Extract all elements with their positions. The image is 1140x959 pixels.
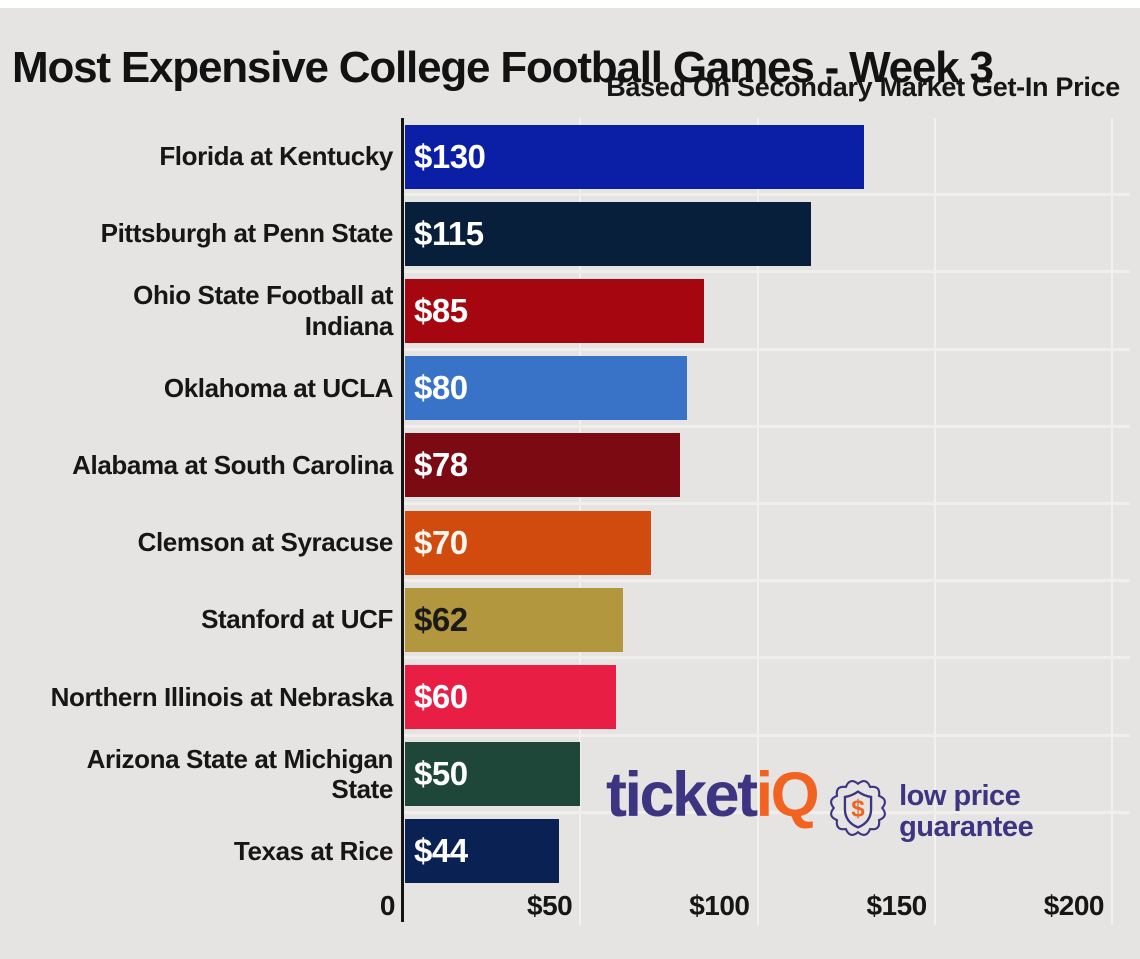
bar-northern-illinois-at-nebraska: $60 [405,664,616,729]
x-tick-label-50: $50 [527,890,573,921]
shield-outline [843,790,873,829]
bar-florida-at-kentucky: $130 [405,124,864,189]
bar-pittsburgh-at-penn-state: $115 [405,201,811,266]
row-separator [401,810,1130,814]
top-white-strip [0,0,1140,8]
bar-value-label: $62 [414,600,468,638]
x-tick-label-0: 0 [379,890,396,921]
category-label: Stanford at UCF [0,581,393,658]
category-label-line: Northern Illinois at Nebraska [50,681,394,712]
category-label: Florida at Kentucky [0,118,393,195]
bar-value-label: $80 [414,369,468,407]
ticketiq-logo: ticketiQ $ low price guarantee [606,764,1034,843]
category-label: Northern Illinois at Nebraska [0,658,394,735]
seal-outline [830,780,887,836]
row-separator [401,656,1130,660]
category-label-line: Alabama at South Carolina [72,450,393,481]
chart-title: Most Expensive College Football Games - … [12,43,994,93]
bar-value-label: $50 [414,755,468,793]
bar-clemson-at-syracuse: $70 [405,510,652,575]
bar-texas-at-rice: $44 [405,819,559,884]
bar-alabama-at-south-carolina: $78 [405,433,680,498]
row-separator [401,270,1130,274]
dollar-seal-badge-icon: $ [830,780,887,836]
bar-value-label: $115 [414,214,484,252]
category-label: Alabama at South Carolina [0,427,393,504]
category-label-line: Arizona State at Michigan [86,743,394,774]
row-separator [401,347,1130,351]
row-separator [401,733,1130,737]
category-label-line: Oklahoma at UCLA [163,372,393,403]
row-separator [401,424,1130,428]
category-label: Oklahoma at UCLA [0,350,393,427]
bar-stanford-at-ucf: $62 [405,587,623,652]
category-label-line: Pittsburgh at Penn State [100,218,394,249]
gridline-200 [1111,118,1113,925]
tagline-line2: guarantee [899,810,1034,843]
row-separator [401,579,1130,583]
brand-ticket-text: ticket [606,760,758,830]
category-label-line: Indiana [304,310,394,341]
y-axis-line [401,118,404,922]
category-label-line: Florida at Kentucky [159,141,393,172]
category-label: Ohio State Football at Indiana [0,272,393,349]
category-label: Arizona State at Michigan State [0,736,394,813]
brand-iq-text: iQ [755,760,820,830]
ticketiq-wordmark: ticketiQ [606,764,820,827]
row-separator [401,502,1130,505]
x-tick-label-200: $200 [1043,890,1105,921]
tagline-line1: low price [899,780,1021,812]
category-label-line: Stanford at UCF [201,604,393,635]
bar-value-label: $70 [414,523,468,561]
low-price-guarantee-tagline: low price guarantee [899,780,1034,843]
bar-value-label: $85 [414,291,468,329]
dollar-symbol: $ [851,796,865,823]
category-label: Clemson at Syracuse [0,504,394,581]
bar-arizona-state-at-michigan-state: $50 [405,742,581,807]
x-tick-label-150: $150 [866,890,927,921]
bar-value-label: $78 [414,446,468,484]
chart-subtitle: Based On Secondary Market Get-In Price [606,72,1120,102]
category-label-line: Ohio State Football at [133,280,393,311]
category-label-line: Clemson at Syracuse [137,527,394,558]
bar-ohio-state-football-at-indiana: $85 [405,278,705,343]
bar-value-label: $60 [414,677,468,715]
category-label-line: State [331,774,393,805]
gridline-150 [933,118,936,925]
category-label-line: Texas at Rice [233,836,393,867]
bar-value-label: $44 [414,832,468,870]
category-label: Pittsburgh at Penn State [0,195,394,272]
bar-value-label: $130 [414,137,486,175]
row-separator [401,193,1130,197]
x-tick-label-100: $100 [689,890,750,921]
gridline-100 [756,118,759,925]
bar-oklahoma-at-ucla: $80 [405,356,687,421]
category-label: Texas at Rice [0,813,393,890]
